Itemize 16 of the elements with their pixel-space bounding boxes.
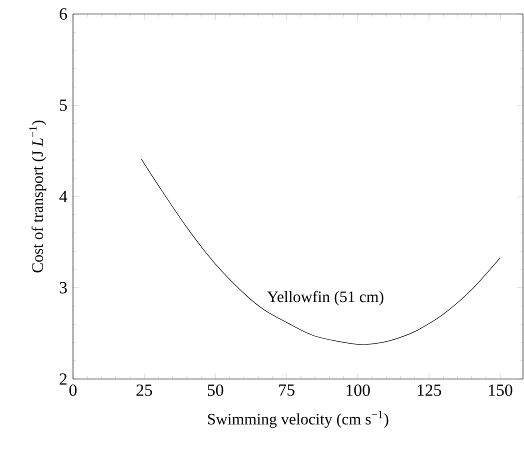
x-axis-title: Swimming velocity (cm s$^{−1}$) [208,410,388,428]
y-tick-label: 3 [60,282,67,294]
x-tick-label: 50 [208,384,224,396]
y-tick-label: 4 [59,190,68,202]
x-tick-label: 25 [136,384,152,396]
line-series [141,158,501,345]
y-tick-label: 2 [60,373,67,385]
y-tick-label: 6 [60,8,67,20]
y-tick-label: 5 [60,100,67,111]
annotation: Yellowfin (51 cm) [267,290,384,306]
x-tick-label: 125 [418,384,442,396]
x-tick-label: 75 [279,384,294,396]
y-axis-title: Cost of transport (J L$^{−1}$) [29,120,46,272]
x-tick-label: 150 [489,384,512,396]
x-tick-label: 0 [69,384,77,396]
x-tick-label: 100 [346,384,370,396]
